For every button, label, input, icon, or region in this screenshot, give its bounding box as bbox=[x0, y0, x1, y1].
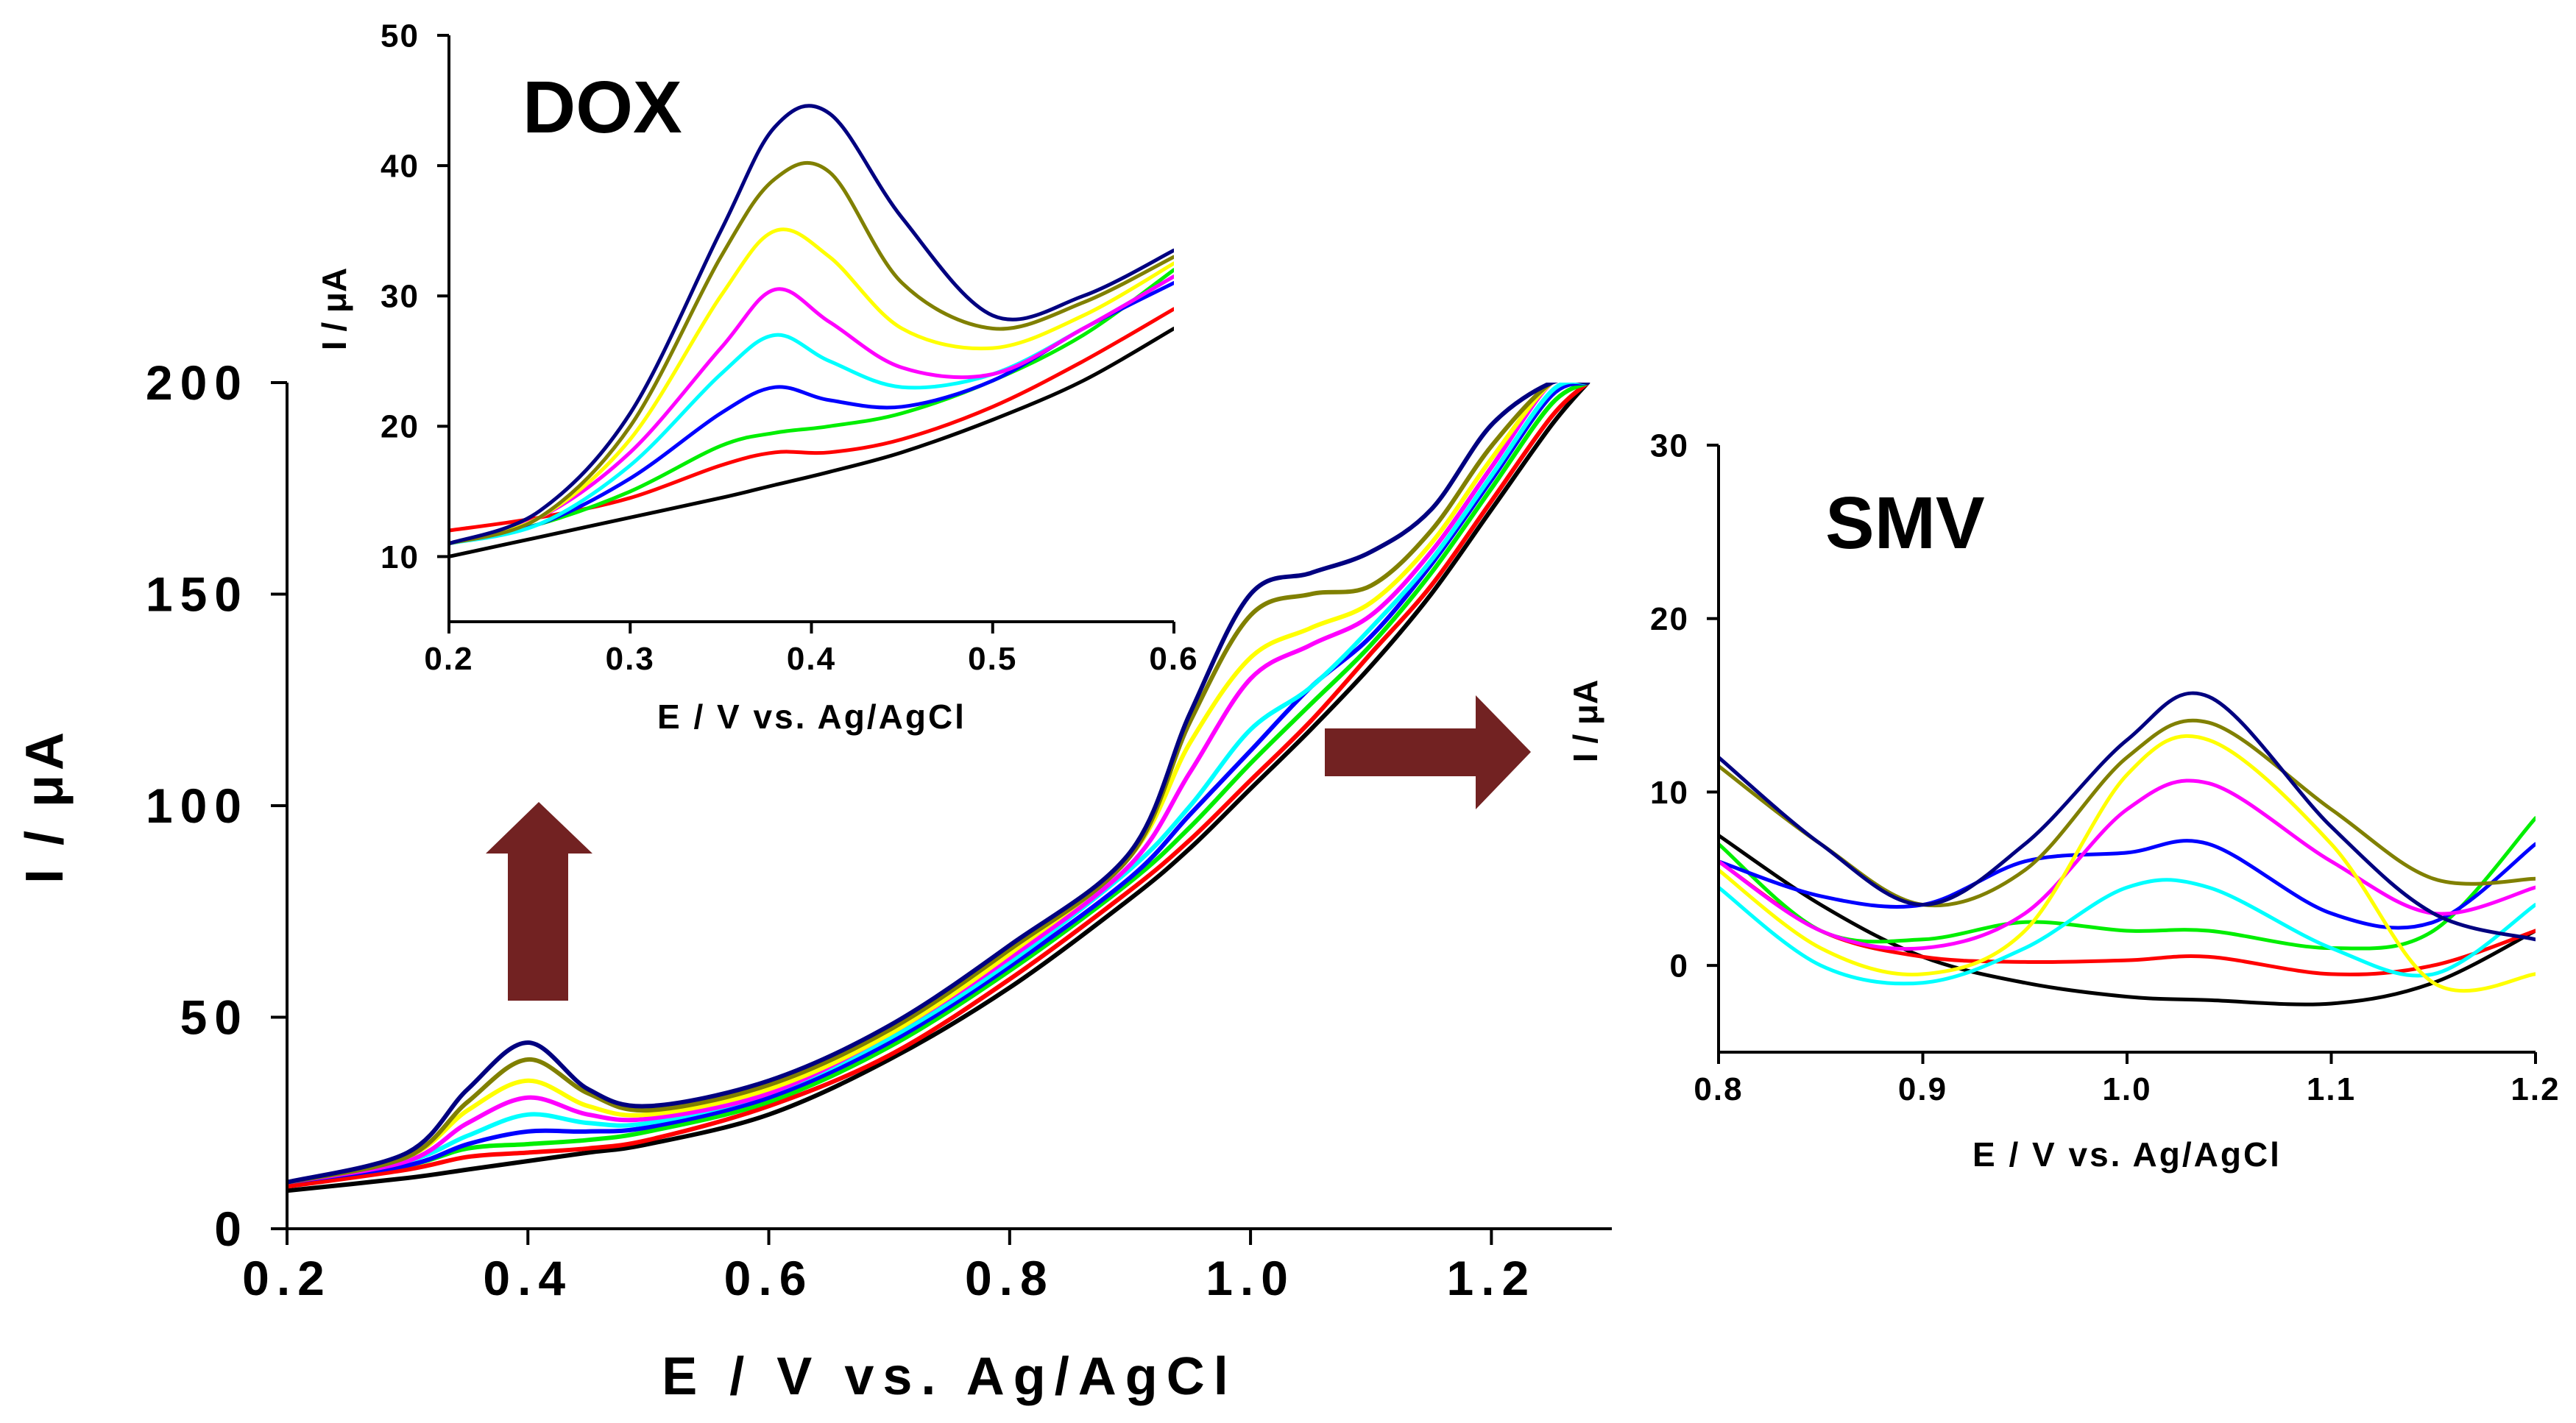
inset-smv-series-navy bbox=[1719, 691, 2536, 942]
dox-series-group bbox=[449, 104, 1174, 558]
main-y-tick-label: 0 bbox=[214, 1202, 249, 1256]
dox-title: DOX bbox=[523, 66, 682, 149]
main-x-tick-label: 0.6 bbox=[724, 1251, 814, 1305]
smv-y-axis-label: I / μA bbox=[1566, 680, 1604, 762]
main-series-green bbox=[287, 383, 1590, 1185]
right-arrow-icon bbox=[1325, 695, 1531, 809]
inset-dox-x-tick-label: 0.3 bbox=[606, 641, 655, 677]
main-x-tick-label: 0.8 bbox=[965, 1251, 1055, 1305]
inset-smv-series-yellow bbox=[1719, 734, 2536, 993]
inset-smv-series-magenta bbox=[1719, 778, 2536, 951]
main-y-tick-label: 200 bbox=[146, 355, 249, 410]
smv-ticks: 0.8 0.9 1.0 1.1 1.2 0 10 20 30 bbox=[1650, 427, 2560, 1107]
inset-dox-series-navy bbox=[449, 104, 1174, 546]
inset-smv-y-tick-label: 30 bbox=[1650, 427, 1689, 464]
inset-dox-x-tick-label: 0.2 bbox=[424, 641, 473, 677]
main-y-tick-label: 50 bbox=[180, 990, 249, 1045]
main-x-tick-label: 0.4 bbox=[483, 1251, 573, 1305]
inset-smv-x-tick-label: 1.2 bbox=[2510, 1071, 2560, 1107]
smv-title: SMV bbox=[1825, 482, 1985, 564]
inset-dox-series-magenta bbox=[449, 274, 1174, 546]
main-x-axis-label: E / V vs. Ag/AgCl bbox=[662, 1347, 1236, 1406]
inset-dox-series-yellow bbox=[449, 227, 1174, 546]
main-x-tick-label: 0.2 bbox=[242, 1251, 332, 1305]
main-y-axis-label: I / μA bbox=[15, 728, 74, 884]
inset-smv-y-tick-label: 0 bbox=[1670, 948, 1689, 984]
inset-dox-y-tick-label: 40 bbox=[381, 149, 420, 185]
main-series-blue bbox=[287, 383, 1590, 1185]
main-series-black bbox=[287, 383, 1590, 1193]
main-ticks: 0.2 0.4 0.6 0.8 1.0 1.2 0 50 100 150 200 bbox=[146, 355, 1536, 1305]
dox-ticks: 0.2 0.3 0.4 0.5 0.6 10 20 30 40 50 bbox=[381, 18, 1198, 677]
inset-dox-series-green bbox=[449, 268, 1174, 546]
main-series-yellow bbox=[287, 383, 1590, 1185]
main-x-tick-label: 1.0 bbox=[1206, 1251, 1295, 1305]
inset-dox-x-tick-label: 0.6 bbox=[1149, 641, 1198, 677]
main-y-tick-label: 100 bbox=[146, 778, 249, 833]
dox-x-axis-label: E / V vs. Ag/AgCl bbox=[657, 698, 966, 736]
inset-smv-x-tick-label: 0.8 bbox=[1694, 1071, 1743, 1107]
main-x-tick-label: 1.2 bbox=[1446, 1251, 1536, 1305]
main-series-navy bbox=[287, 383, 1590, 1185]
inset-dox-y-tick-label: 30 bbox=[381, 279, 420, 315]
inset-smv-x-tick-label: 1.1 bbox=[2307, 1071, 2356, 1107]
inset-smv-y-tick-label: 20 bbox=[1650, 601, 1689, 637]
inset-smv-x-tick-label: 1.0 bbox=[2102, 1071, 2151, 1107]
smv-inset-chart: 0.8 0.9 1.0 1.1 1.2 0 10 20 30 SMV E / V vs. Ag/… bbox=[1566, 427, 2560, 1174]
inset-smv-series-cyan bbox=[1719, 878, 2536, 986]
inset-dox-series-black bbox=[449, 327, 1174, 558]
smv-x-axis-label: E / V vs. Ag/AgCl bbox=[1972, 1135, 2282, 1174]
inset-smv-y-tick-label: 10 bbox=[1650, 775, 1689, 811]
inset-dox-x-tick-label: 0.4 bbox=[787, 641, 836, 677]
inset-smv-x-tick-label: 0.9 bbox=[1898, 1071, 1947, 1107]
main-series-red bbox=[287, 383, 1590, 1189]
main-chart: 0.2 0.4 0.6 0.8 1.0 1.2 0 50 100 150 200 E / V vs.… bbox=[15, 355, 1612, 1406]
dox-inset-chart: 0.2 0.3 0.4 0.5 0.6 10 20 30 40 50 DOX E / V vs. … bbox=[315, 18, 1198, 736]
inset-dox-y-tick-label: 50 bbox=[381, 18, 420, 54]
main-series-cyan bbox=[287, 383, 1590, 1185]
inset-dox-y-tick-label: 20 bbox=[381, 409, 420, 445]
inset-dox-x-tick-label: 0.5 bbox=[968, 641, 1017, 677]
dox-y-axis-label: I / μA bbox=[315, 268, 353, 350]
main-y-tick-label: 150 bbox=[146, 567, 249, 622]
smv-series-group bbox=[1719, 691, 2536, 1007]
inset-dox-series-olive bbox=[449, 160, 1174, 546]
main-series-magenta bbox=[287, 383, 1590, 1185]
up-arrow-icon bbox=[486, 802, 592, 1001]
main-series-olive bbox=[287, 383, 1590, 1185]
inset-smv-series-black bbox=[1719, 833, 2536, 1007]
inset-smv-series-blue bbox=[1719, 839, 2536, 930]
main-series-group bbox=[287, 383, 1590, 1193]
inset-dox-y-tick-label: 10 bbox=[381, 539, 420, 575]
